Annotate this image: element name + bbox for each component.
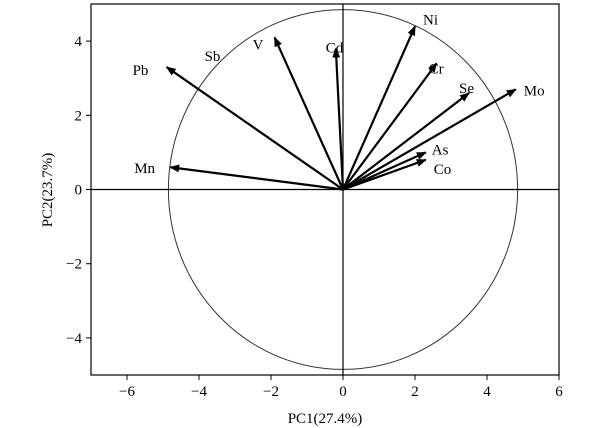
y-tick-label: −2	[66, 257, 82, 273]
variable-label-sb: Sb	[205, 49, 221, 65]
loading-vector-cd	[332, 47, 345, 190]
variable-label-cd: Cd	[326, 41, 344, 57]
loading-vector-se	[342, 92, 470, 191]
variable-label-mo: Mo	[524, 83, 545, 99]
variable-label-se: Se	[459, 81, 474, 97]
x-tick-label: −4	[191, 384, 207, 400]
x-tick-label: 4	[483, 384, 491, 400]
loading-vector-mo	[342, 88, 517, 191]
variable-label-mn: Mn	[134, 161, 155, 177]
x-tick-label: 6	[555, 384, 563, 400]
variable-label-v: V	[253, 37, 264, 53]
plot-frame	[90, 3, 560, 376]
x-tick-label: −6	[119, 384, 135, 400]
loading-vector-pb	[165, 66, 344, 191]
y-tick-label: −4	[66, 331, 82, 347]
x-tick-label: 0	[339, 384, 347, 400]
y-tick-label: 2	[75, 108, 83, 124]
loading-vector-v	[273, 36, 345, 190]
variable-label-ni: Ni	[423, 12, 438, 28]
variable-label-cr: Cr	[429, 61, 444, 77]
loading-vector-mn	[169, 164, 344, 191]
x-tick-label: −2	[263, 384, 279, 400]
loading-vector-cr	[342, 62, 438, 191]
y-tick-label: 4	[75, 34, 83, 50]
x-axis-title: PC1(27.4%)	[288, 411, 363, 427]
loading-vector-ni	[341, 25, 417, 190]
y-axis-title: PC2(23.7%)	[40, 153, 56, 228]
loading-vector-as	[342, 151, 427, 191]
variable-label-pb: Pb	[133, 63, 149, 79]
loading-vector-co	[342, 158, 427, 191]
x-tick-label: 2	[411, 384, 419, 400]
y-tick-label: 0	[75, 183, 83, 199]
variable-label-as: As	[432, 142, 449, 158]
variable-label-co: Co	[434, 162, 452, 178]
